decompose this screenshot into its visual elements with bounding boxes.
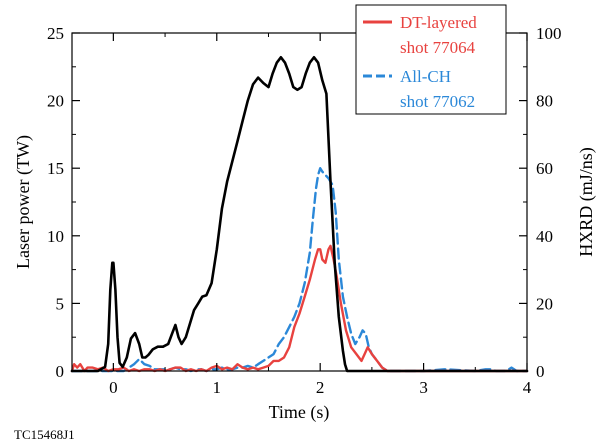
x-tick-label: 0 (109, 378, 118, 397)
right-y-axis: 0 20 40 60 80 100 (519, 24, 562, 381)
series-line-dt-layered-shot-77064 (70, 244, 529, 373)
series-line-laser-power (70, 55, 529, 373)
right-y-tick-label: 0 (536, 362, 545, 381)
right-y-tick-label: 20 (536, 294, 553, 313)
x-tick-label: 1 (213, 378, 222, 397)
left-y-tick-label: 25 (47, 24, 64, 43)
left-y-tick-label: 20 (47, 92, 64, 111)
right-y-axis-label: HXRD (mJ/ns) (576, 147, 597, 257)
right-y-tick-label: 80 (536, 92, 553, 111)
left-y-tick-label: 15 (47, 159, 64, 178)
legend-label-all-ch-line2: shot 77062 (400, 92, 475, 111)
left-y-tick-label: 5 (56, 294, 65, 313)
right-y-tick-label: 60 (536, 159, 553, 178)
series-line-all-ch-shot-77062 (70, 166, 529, 373)
left-y-axis: 0 5 10 15 20 25 (47, 24, 80, 381)
right-y-tick-label: 40 (536, 227, 553, 246)
left-y-tick-label: 10 (47, 227, 64, 246)
legend-label-dt-layered-line2: shot 77064 (400, 38, 476, 57)
legend-label-all-ch-line1: All-CH (400, 67, 451, 86)
x-tick-label: 2 (316, 378, 325, 397)
x-tick-label: 4 (523, 378, 532, 397)
left-y-axis-label: Laser power (TW) (13, 135, 34, 269)
legend: DT-layered shot 77064 All-CH shot 77062 (355, 4, 507, 115)
plot-content (70, 55, 529, 373)
legend-label-dt-layered-line1: DT-layered (400, 13, 477, 32)
x-tick-label: 3 (419, 378, 428, 397)
left-y-tick-label: 0 (56, 362, 65, 381)
figure-id: TC15468J1 (14, 427, 75, 442)
x-axis-label: Time (s) (269, 402, 330, 423)
right-y-tick-label: 100 (536, 24, 562, 43)
